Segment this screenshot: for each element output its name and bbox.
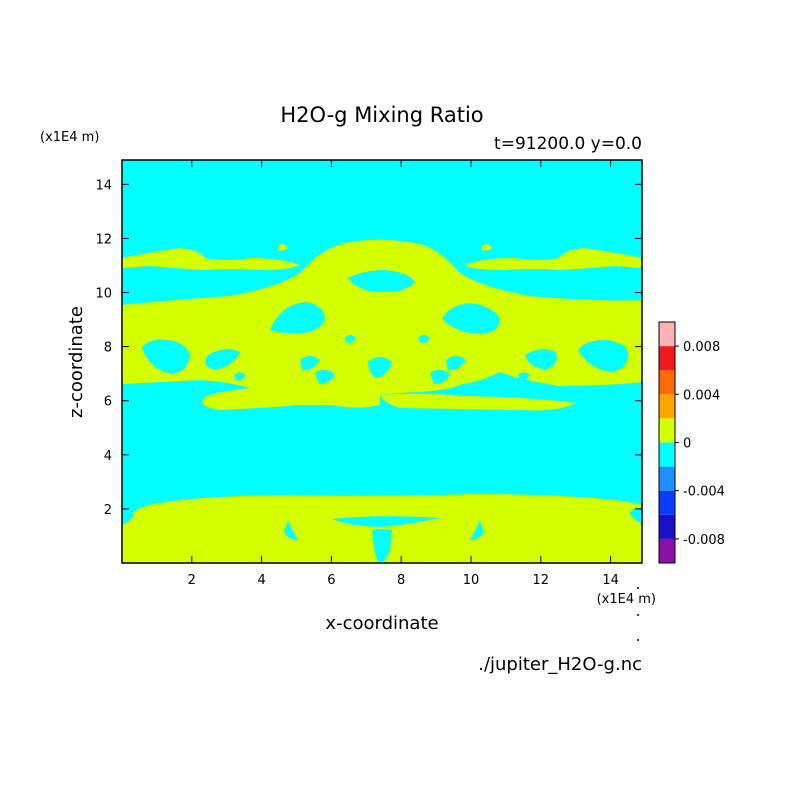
colorbar-tick-label: 0 [683,437,691,452]
y-tick-label: 14 [95,178,112,193]
y-unit-label: (x1E4 m) [40,130,99,145]
contour-group [122,239,642,563]
upper-moist-band [122,248,300,270]
y-tick-label: 10 [95,287,112,302]
x-unit-label: (x1E4 m) [597,592,656,607]
dry-pocket [418,335,430,343]
x-tick-label: 12 [533,573,550,588]
dry-pocket [345,335,356,343]
dry-pocket [442,303,500,334]
contour-regions [122,239,642,563]
dry-pocket [315,369,335,384]
moist-lobe [482,244,492,251]
colorbar-segment [659,322,675,347]
colorbar-tick-label: -0.008 [683,533,725,548]
dry-pocket [122,509,134,525]
marker-dot [637,587,639,589]
dry-pocket [470,520,484,540]
x-tick-label: 10 [463,573,480,588]
moist-lobe [278,244,288,251]
x-tick-label: 4 [257,573,265,588]
x-tick-label: 6 [327,573,335,588]
source-file-label: ./jupiter_H2O-g.nc [478,654,642,675]
colorbar-tick-label: -0.004 [683,485,725,500]
dry-pocket [234,372,246,381]
chart-subtitle: t=91200.0 y=0.0 [494,134,642,154]
colorbar: 0.008 0.004 0 -0.004 -0.008 [658,321,725,564]
dry-pocket [372,529,392,563]
dry-pocket [578,340,629,372]
x-axis-label: x-coordinate [325,613,438,634]
x-tick-label: 8 [397,573,405,588]
y-tick-label: 2 [104,503,112,518]
marker-dot [637,614,639,616]
colorbar-tick-label: 0.004 [683,388,720,403]
chart-title: H2O-g Mixing Ratio [280,103,483,127]
dry-pocket [348,270,415,293]
dry-pocket [518,372,530,381]
dry-pocket [205,349,240,370]
dry-pocket [430,369,450,384]
x-tick-label: 14 [602,573,619,588]
dry-pocket [630,507,642,524]
colorbar-tick-label: 0.008 [683,340,720,355]
y-axis-ticks: 2 4 6 8 10 12 14 [95,178,642,518]
colorbar-segment [659,490,675,515]
dry-pocket [446,356,466,371]
dry-pocket [284,520,298,540]
dry-pocket [525,349,557,370]
y-tick-label: 12 [95,232,112,247]
moist-lobe [380,393,576,411]
colorbar-segment [659,346,675,371]
y-tick-label: 8 [104,341,112,356]
colorbar-segment [659,370,675,395]
colorbar-segment [659,418,675,443]
dry-pocket [142,339,190,374]
x-tick-label: 2 [188,573,196,588]
plot-frame [121,159,643,564]
marker-dot [637,639,639,641]
colorbar-segment [659,394,675,419]
colorbar-segment [659,442,675,467]
upper-moist-band [464,248,642,270]
y-tick-label: 6 [104,395,112,410]
lower-moist-layer [122,494,642,563]
dry-pocket [332,516,440,527]
colorbar-segment [659,466,675,491]
y-axis-label: z-coordinate [66,306,87,418]
colorbar-segment [659,514,675,539]
x-axis-ticks: 2 4 6 8 10 12 14 [188,160,619,588]
dry-pocket [368,357,392,378]
plot-area: 2 4 6 8 10 12 14 2 4 6 8 10 12 14 [95,159,643,588]
mid-moist-band [122,239,642,410]
dry-pocket [300,356,320,371]
dry-pocket [270,302,325,334]
colorbar-segment [659,538,675,563]
y-tick-label: 4 [104,449,112,464]
